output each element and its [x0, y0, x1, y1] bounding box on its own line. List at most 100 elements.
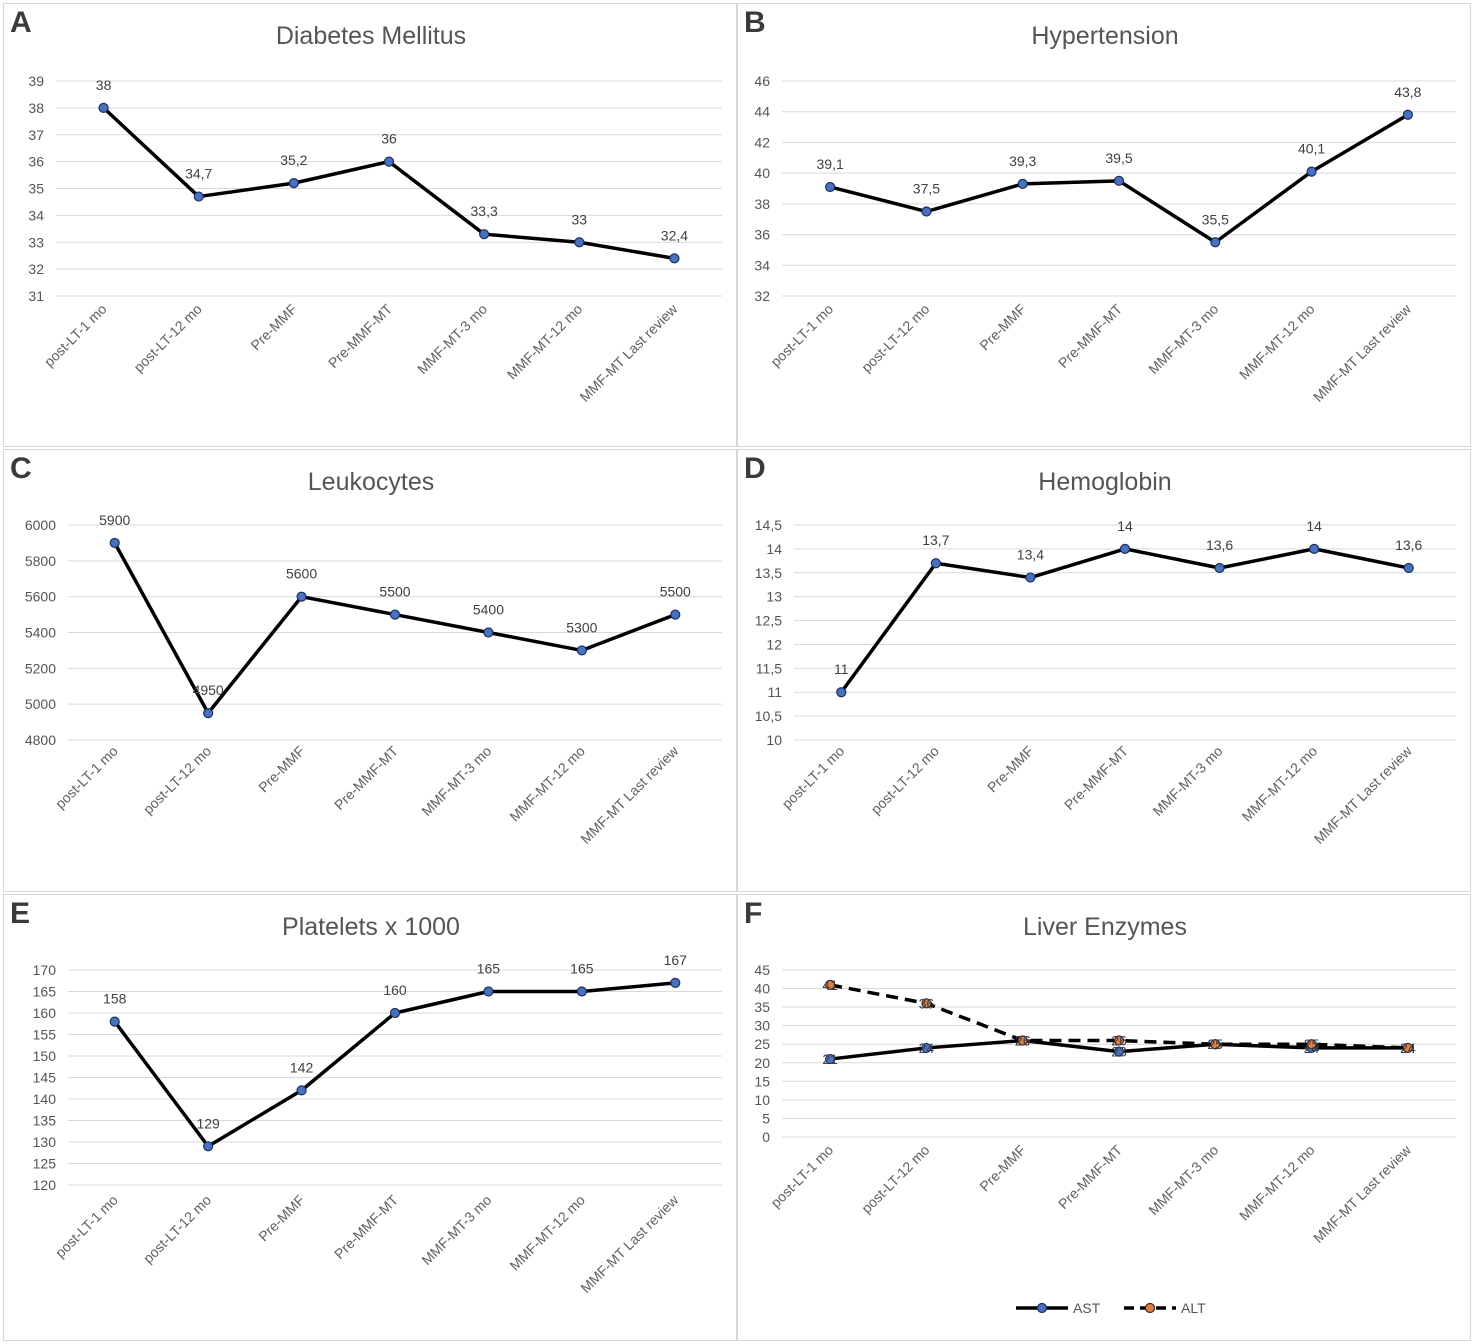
y-tick-label: 120	[33, 1177, 57, 1193]
data-point	[921, 206, 932, 217]
data-point	[1309, 543, 1320, 554]
y-tick-label: 10,5	[755, 708, 782, 724]
y-tick-label: 42	[754, 134, 770, 150]
y-tick-label: 4800	[25, 732, 56, 748]
data-label: 36	[919, 995, 935, 1011]
y-tick-label: 34	[28, 207, 44, 223]
chart-svg: 32 34 36 38 40 42 44 46 post-LT-1 mo post-LT-12 m…	[754, 73, 1456, 405]
data-label: 142	[290, 1059, 314, 1075]
data-point	[1402, 109, 1413, 120]
x-tick-label: post-LT-1 mo	[767, 301, 836, 370]
x-tick-label: Pre-MMF-MT	[325, 300, 395, 370]
chart-title: Diabetes Mellitus	[275, 22, 467, 50]
y-tick-label: 25	[754, 1036, 770, 1052]
data-point	[825, 979, 836, 990]
x-tick-label: MMF-MT Last review	[1310, 1141, 1415, 1246]
data-label: 5500	[660, 584, 691, 600]
y-tick-label: 13	[766, 589, 782, 605]
data-point	[483, 986, 494, 997]
data-label: 5300	[566, 619, 597, 635]
x-tick-label: post-LT-12 mo	[868, 743, 943, 818]
data-label: 13,4	[1017, 547, 1044, 563]
x-tick-label: Pre-MMF	[976, 301, 1029, 354]
x-tick-label: post-LT-1 mo	[52, 1192, 121, 1261]
data-label: 160	[383, 982, 407, 998]
data-label: 26	[1015, 1033, 1031, 1049]
data-point	[1214, 562, 1225, 574]
data-label: 43,8	[1394, 84, 1421, 100]
data-point	[1119, 543, 1131, 554]
data-point	[483, 627, 494, 638]
data-point	[669, 253, 680, 264]
chart-title: Platelets x 1000	[282, 913, 460, 941]
y-tick-label: 33	[28, 234, 44, 250]
y-tick-label: 150	[33, 1048, 57, 1064]
data-label: 24	[919, 1040, 935, 1056]
x-tick-label: MMF-MT-3 mo	[414, 301, 490, 377]
x-tick-label: Pre-MMF-MT	[1061, 742, 1131, 812]
x-tick-label: MMF-MT-3 mo	[418, 1192, 494, 1268]
data-point	[1025, 572, 1036, 583]
y-tick-label: 36	[754, 227, 770, 243]
data-point	[109, 537, 120, 549]
panel-letter: D	[744, 452, 766, 485]
data-point	[1017, 1035, 1028, 1046]
data-label: 25	[1304, 1036, 1320, 1052]
y-tick-label: 155	[33, 1027, 57, 1043]
data-point	[296, 591, 307, 602]
chart-title: Hypertension	[1031, 22, 1179, 50]
y-tick-label: 32	[754, 288, 770, 304]
y-tick-label: 6000	[25, 517, 56, 533]
x-tick-label: post-LT-1 mo	[779, 743, 848, 812]
x-tick-label: MMF-MT-3 mo	[1145, 1142, 1221, 1218]
data-point	[576, 645, 587, 656]
y-tick-label: 5600	[25, 589, 56, 605]
x-tick-label: MMF-MT Last review	[577, 742, 682, 847]
x-tick-label: MMF-MT Last review	[1311, 742, 1416, 847]
data-label: 165	[570, 961, 594, 977]
panel-letter: A	[10, 6, 32, 39]
data-label: 129	[196, 1115, 220, 1131]
data-label: 33,3	[471, 203, 498, 219]
data-label: 14	[1306, 518, 1322, 534]
x-tick-label: MMF-MT-12 mo	[1236, 1142, 1318, 1224]
y-tick-label: 145	[33, 1070, 57, 1086]
data-label: 38	[96, 77, 112, 93]
y-tick-label: 10	[754, 1092, 770, 1108]
y-tick-label: 0	[762, 1129, 770, 1145]
data-point	[1113, 1046, 1125, 1057]
y-tick-label: 39	[28, 73, 44, 89]
x-tick-label: Pre-MMF-MT	[1055, 1141, 1125, 1211]
data-point	[921, 1042, 932, 1054]
y-tick-label: 140	[33, 1091, 57, 1107]
x-tick-label: post-LT-12 mo	[140, 1192, 215, 1267]
chart-svg: 4800 5000 5200 5400 5600 5800 6000 post-LT-1 mo…	[25, 512, 722, 847]
data-point	[670, 609, 681, 620]
panel-a: A Diabetes Mellitus 31 32 33 34 35 36 37 38 39 po…	[3, 3, 737, 447]
x-tick-label: Pre-MMF-MT	[331, 1191, 401, 1261]
data-point	[203, 1141, 214, 1152]
y-tick-label: 5000	[25, 696, 56, 712]
data-point	[383, 156, 395, 167]
y-tick-label: 12,5	[755, 613, 782, 629]
y-tick-label: 38	[28, 100, 44, 116]
x-tick-label: MMF-MT-12 mo	[506, 1192, 588, 1274]
y-tick-label: 40	[754, 981, 770, 997]
panel-letter: B	[744, 6, 766, 39]
data-point	[921, 998, 932, 1009]
x-tick-label: post-LT-12 mo	[858, 301, 933, 376]
y-tick-label: 135	[33, 1113, 57, 1129]
x-tick-label: Pre-MMF	[247, 301, 300, 354]
data-point	[1306, 1039, 1317, 1050]
y-tick-label: 12	[766, 636, 782, 652]
data-point	[576, 986, 587, 997]
y-tick-label: 30	[754, 1018, 770, 1034]
data-label: 24	[1400, 1040, 1416, 1056]
x-tick-label: MMF-MT-12 mo	[1236, 301, 1318, 383]
legend-swatch-marker	[1144, 1302, 1156, 1314]
data-label: 36	[381, 131, 397, 147]
data-point	[1306, 166, 1317, 177]
legend-label: ALT	[1181, 1300, 1206, 1316]
panel-b: B Hypertension 32 34 36 38 40 42 44 46 post-LT-1…	[737, 3, 1471, 447]
data-point	[479, 229, 490, 240]
